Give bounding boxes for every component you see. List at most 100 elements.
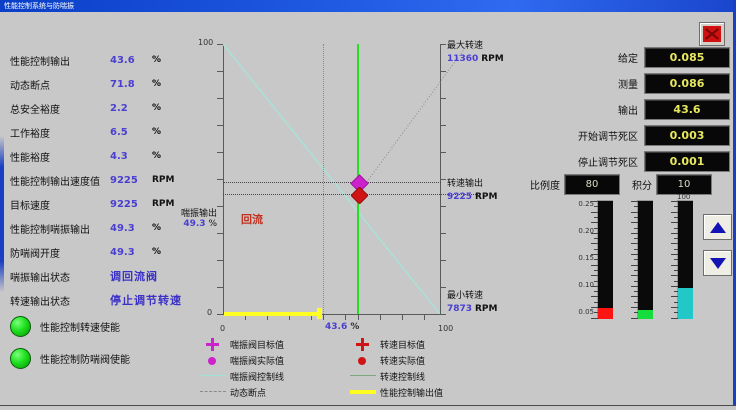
- y-tick: [217, 152, 223, 153]
- bar-gauge-group: 0.25 0.20 0.15 0.10 0.05 100: [560, 193, 736, 330]
- x-tick: [402, 314, 403, 320]
- stop-deadband-field[interactable]: 0.001: [644, 151, 730, 172]
- proportional-field[interactable]: 80: [564, 174, 620, 195]
- x-axis-line: [223, 314, 440, 315]
- legend-label: 喘振阀目标值: [230, 340, 285, 351]
- y-axis-max-tick: 100: [198, 38, 214, 47]
- readout-value: 9225: [110, 174, 138, 186]
- x-tick: [245, 314, 246, 320]
- status-value: 调回流阀: [110, 270, 158, 283]
- readout-label: 性能裕度: [10, 152, 50, 164]
- y-tick-right: [440, 233, 446, 234]
- speed-output-unit: RPM: [474, 192, 498, 202]
- gauge-scale-label: 0.20: [578, 227, 594, 235]
- plus-magenta-icon: [196, 337, 230, 351]
- dynamic-breakpoint-line: [323, 44, 324, 314]
- field-row-measurement: 测量 0.086: [530, 72, 730, 95]
- readout-label: 性能控制输出速度值: [10, 176, 100, 188]
- readout-value: 2.2: [110, 102, 128, 114]
- dash-grey-icon: [196, 385, 230, 399]
- surge-control-line: [223, 44, 440, 314]
- status-label: 喘振输出状态: [10, 272, 70, 284]
- y-tick-right: [440, 44, 446, 45]
- y-tick-right: [440, 179, 446, 180]
- field-row-setpoint: 给定 0.085: [530, 46, 730, 69]
- status-value: 停止调节转速: [110, 294, 182, 307]
- status-label: 转速输出状态: [10, 296, 70, 308]
- readout-unit: %: [152, 223, 162, 233]
- max-speed-value: 11360: [447, 54, 479, 64]
- chart-legend: 喘振阀目标值 转速目标值 喘振阀实际值 转速实际值 喘振阀控制线 转速控制线 动…: [196, 336, 496, 400]
- lamp-row-surge-valve-enable[interactable]: 性能控制防喘阀使能: [10, 342, 130, 374]
- y-tick-right: [440, 287, 446, 288]
- max-speed-unit: RPM: [481, 54, 504, 64]
- readout-row: 性能控制输出 43.6 %: [10, 48, 188, 72]
- x-tick: [289, 314, 290, 320]
- lamp-label: 性能控制防喘阀使能: [40, 354, 130, 366]
- y-tick: [217, 71, 223, 72]
- surge-output-label: 喘振输出: [180, 209, 217, 219]
- x-tick: [267, 314, 268, 320]
- readout-value: 49.3: [110, 222, 135, 234]
- y-tick: [217, 125, 223, 126]
- y-axis-line: [223, 44, 224, 314]
- setpoint-field[interactable]: 0.085: [644, 47, 730, 68]
- performance-chart: 100 0 0 100: [181, 36, 504, 333]
- proportional-label: 比例度: [530, 181, 560, 192]
- y-tick: [217, 314, 223, 315]
- output-field[interactable]: 43.6: [644, 99, 730, 120]
- increment-button[interactable]: [703, 214, 732, 240]
- status-row-surge: 喘振输出状态 调回流阀: [10, 264, 188, 288]
- gauge-scale-labels: 0.25 0.20 0.15 0.10 0.05: [560, 200, 594, 320]
- close-icon: [703, 26, 721, 42]
- y-tick-right: [440, 71, 446, 72]
- readout-row: 性能裕度 4.3 %: [10, 144, 188, 168]
- lamp-label: 性能控制转速使能: [40, 322, 120, 334]
- legend-item: 喘振阀目标值: [196, 336, 346, 352]
- speed-output-value: 9225: [447, 192, 473, 202]
- performance-output-bar: [224, 312, 319, 316]
- legend-item: 动态断点: [196, 384, 346, 400]
- y-tick-right: [440, 314, 446, 315]
- legend-item: 转速目标值: [346, 336, 496, 352]
- readout-value: 43.6: [110, 54, 135, 66]
- field-label: 开始调节死区: [578, 132, 638, 143]
- surge-output-unit: %: [208, 219, 217, 229]
- x-axis-value-unit: %: [350, 322, 360, 332]
- window-title-bar: 性能控制系统与防喘振: [0, 0, 733, 12]
- close-button[interactable]: [699, 22, 725, 46]
- field-label: 测量: [618, 80, 638, 91]
- field-label: 给定: [618, 54, 638, 65]
- line-green-icon: [346, 369, 380, 383]
- measurement-field[interactable]: 0.086: [644, 73, 730, 94]
- integral-field[interactable]: 10: [656, 174, 712, 195]
- readout-label: 防喘阀开度: [10, 248, 60, 260]
- lamp-row-speed-enable[interactable]: 性能控制转速使能: [10, 310, 130, 342]
- gauge-scale-label: 0.10: [578, 281, 594, 289]
- max-speed-annotation: 最大转速 11360 RPM: [447, 38, 504, 64]
- readout-row: 性能控制输出速度值 9225 RPM: [10, 168, 188, 192]
- left-readout-column: 性能控制输出 43.6 % 动态断点 71.8 % 总安全裕度 2.2 % 工作…: [10, 48, 188, 312]
- max-speed-label: 最大转速: [447, 41, 484, 51]
- decrement-button[interactable]: [703, 250, 732, 276]
- field-label: 输出: [618, 106, 638, 117]
- legend-label: 转速目标值: [380, 340, 426, 351]
- x-tick: [358, 314, 359, 320]
- min-speed-label: 最小转速: [447, 291, 484, 301]
- readout-label: 目标速度: [10, 200, 50, 212]
- readout-unit: %: [152, 79, 162, 89]
- readout-label: 工作裕度: [10, 128, 50, 140]
- integral-label: 积分: [632, 181, 652, 192]
- x-tick: [424, 314, 425, 320]
- legend-label: 喘振阀控制线: [230, 372, 285, 383]
- legend-label: 动态断点: [230, 388, 267, 399]
- bar-ruler: [671, 201, 678, 319]
- bar-ruler: [631, 201, 638, 319]
- legend-label: 转速控制线: [380, 372, 426, 383]
- legend-item: 转速实际值: [346, 352, 496, 368]
- x-axis-min-tick: 0: [220, 324, 226, 333]
- field-row-output: 输出 43.6: [530, 98, 730, 121]
- x-axis-value-label: 43.6 %: [325, 322, 359, 332]
- readout-unit: %: [152, 127, 162, 137]
- start-deadband-field[interactable]: 0.003: [644, 125, 730, 146]
